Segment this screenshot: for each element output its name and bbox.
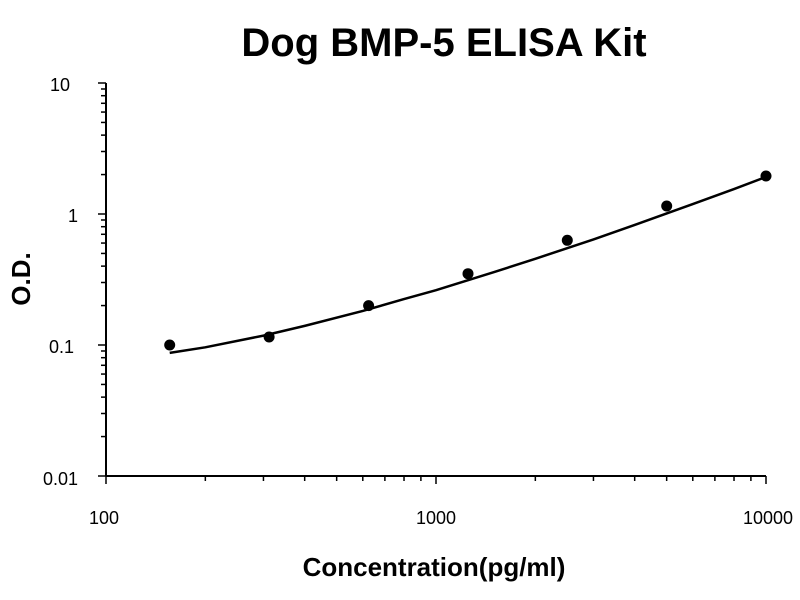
- data-point: [164, 339, 176, 351]
- axes: [105, 83, 766, 477]
- data-point: [561, 234, 573, 246]
- x-axis-label: Concentration(pg/ml): [303, 552, 566, 582]
- y-tick-label-0.1: 0.1: [49, 337, 74, 357]
- data-points-layer: [164, 170, 772, 351]
- data-point: [661, 200, 673, 212]
- chart-title: Dog BMP-5 ELISA Kit: [241, 21, 646, 65]
- y-tick-label-10: 10: [50, 75, 70, 95]
- data-point: [462, 268, 474, 280]
- data-point: [363, 300, 375, 312]
- fitted-curve-line: [169, 175, 767, 355]
- y-axis-label: O.D.: [6, 252, 36, 305]
- y-tick-label-0.01: 0.01: [43, 469, 78, 489]
- x-tick-label-100: 100: [89, 508, 119, 528]
- minor-and-major-ticks: [98, 82, 767, 484]
- x-tick-label-10000: 10000: [743, 508, 793, 528]
- fitted-curve-layer: [169, 175, 767, 355]
- y-tick-label-1: 1: [68, 206, 78, 226]
- data-point: [263, 331, 275, 343]
- x-tick-label-1000: 1000: [416, 508, 456, 528]
- data-point: [760, 170, 772, 182]
